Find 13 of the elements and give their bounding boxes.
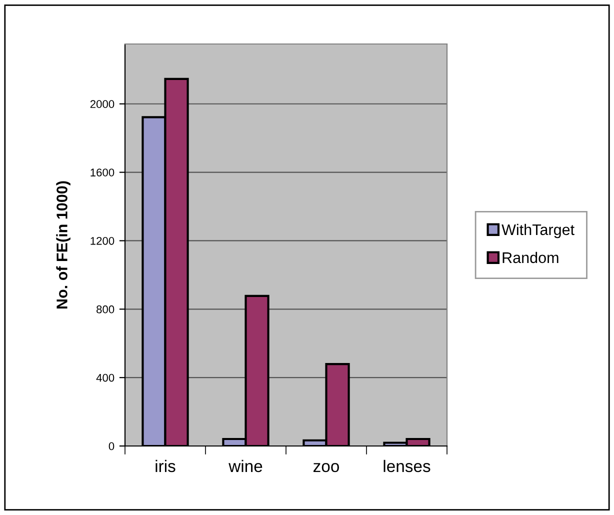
y-axis-title: No. of FE(in 1000): [56, 181, 70, 308]
y-tick-label: 400: [96, 374, 114, 382]
x-tick-label: zoo: [313, 463, 339, 472]
y-tick-label: 0: [108, 442, 114, 450]
x-tick-label: wine: [228, 460, 262, 472]
y-tick-label: 1600: [90, 168, 114, 176]
legend-label: Random: [502, 252, 558, 264]
x-tick-label: lenses: [384, 460, 430, 472]
legend-label: WithTarget: [502, 224, 574, 238]
x-tick-label: iris: [156, 460, 176, 472]
y-tick-label: 2000: [90, 100, 114, 108]
y-tick-label: 800: [96, 305, 114, 314]
y-tick-label: 1200: [90, 236, 114, 245]
